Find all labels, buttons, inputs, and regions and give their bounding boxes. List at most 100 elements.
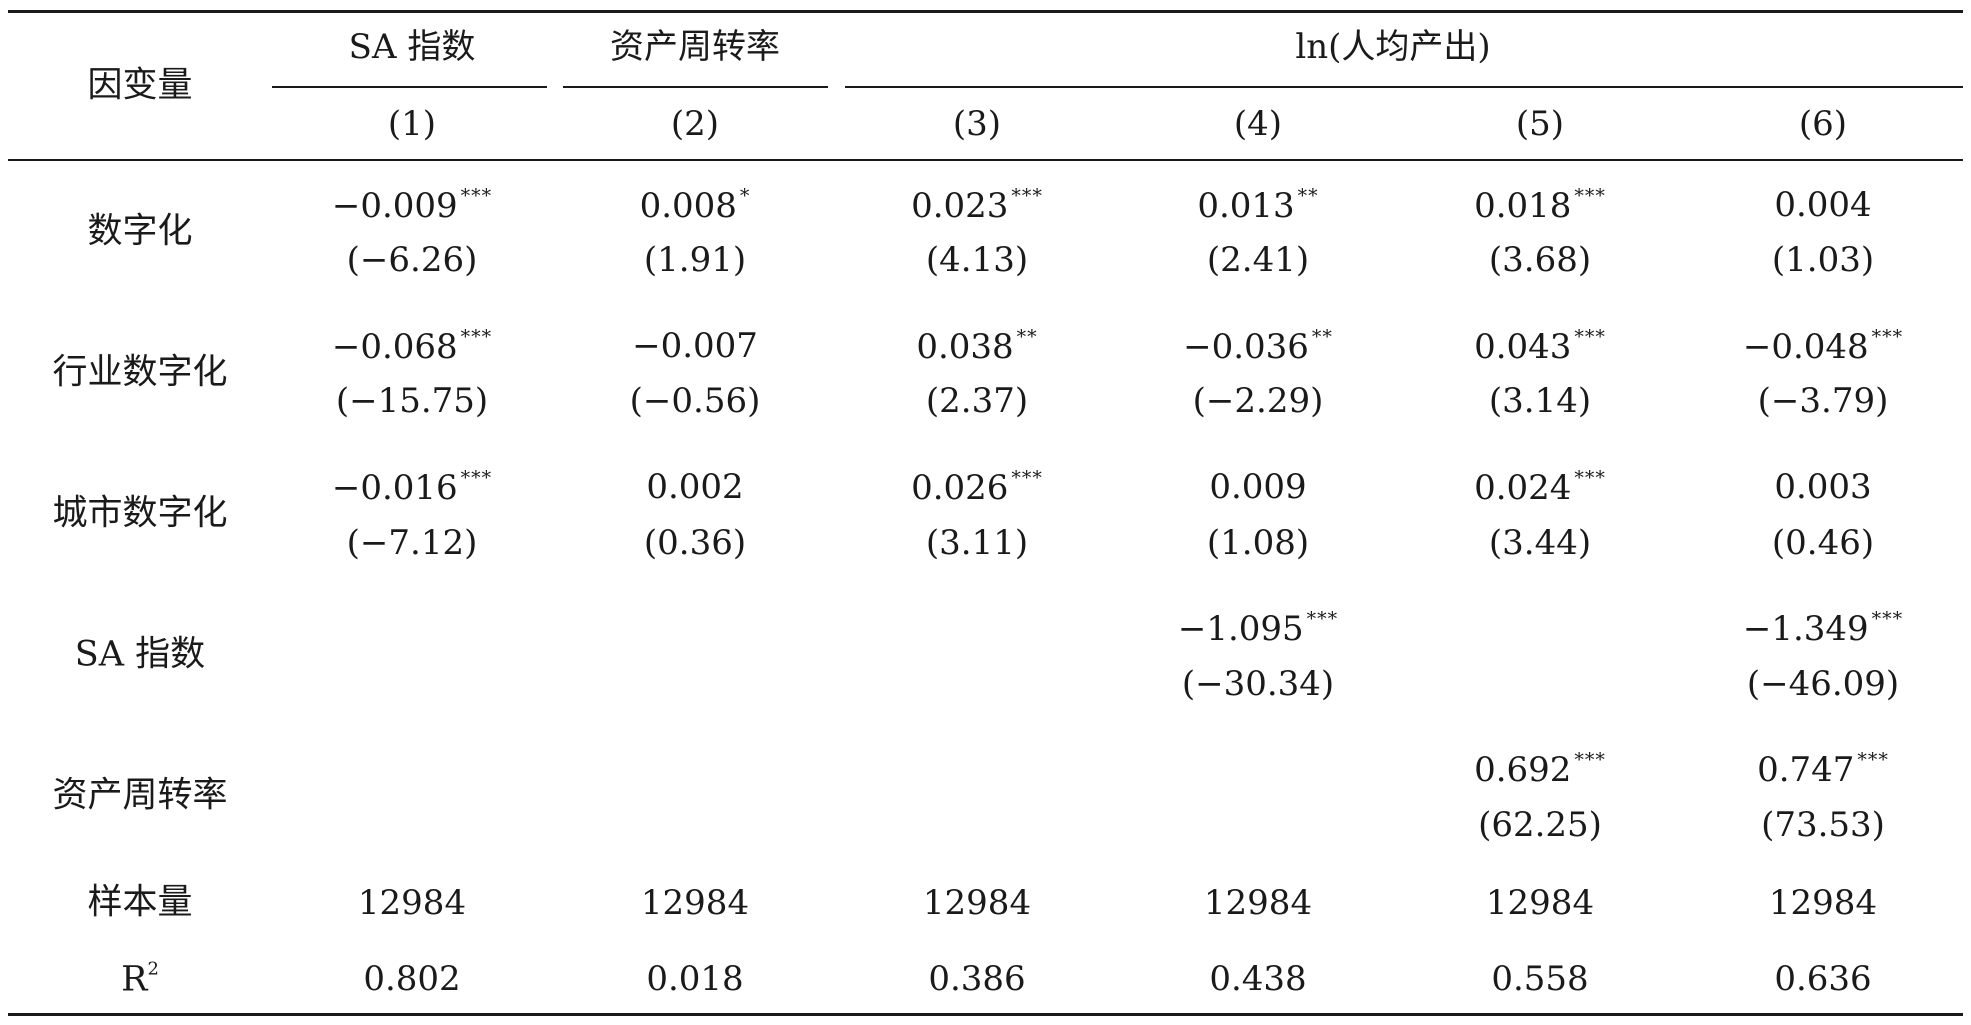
coefficient-value: 0.692 xyxy=(1474,750,1572,790)
coefficient-cell: −0.048 *** xyxy=(1743,326,1904,365)
significance-stars: *** xyxy=(1871,326,1904,348)
column-number: (3) xyxy=(952,104,1002,144)
stat-value: 12984 xyxy=(922,883,1032,923)
coefficient-value: −0.068 xyxy=(331,327,458,367)
dep-var-label: 因变量 xyxy=(87,65,193,106)
t-statistic: (1.03) xyxy=(1771,240,1875,280)
column-number: (6) xyxy=(1798,104,1848,144)
significance-stars: *** xyxy=(1011,467,1043,489)
coefficient-value: 0.024 xyxy=(1474,468,1572,508)
coefficient-cell: 0.043 *** xyxy=(1474,326,1606,367)
group-label-output-per-capita: ln(人均产出) xyxy=(1295,27,1491,67)
stat-label: 样本量 xyxy=(87,882,193,923)
group-label-asset-turnover: 资产周转率 xyxy=(610,27,780,67)
coefficient-cell: −0.007 xyxy=(632,329,758,363)
stat-value: 0.438 xyxy=(1209,959,1307,999)
t-statistic: (2.41) xyxy=(1206,240,1310,280)
stat-label: R2 xyxy=(121,959,159,1000)
coefficient-value: −0.009 xyxy=(331,186,458,226)
group-underline-sa xyxy=(272,86,547,88)
coefficient-value: 0.004 xyxy=(1774,185,1872,225)
significance-stars: *** xyxy=(1011,185,1043,207)
coefficient-value: −0.036 xyxy=(1183,327,1309,367)
significance-stars: *** xyxy=(1574,326,1606,348)
coefficient-cell: 0.013 ** xyxy=(1197,185,1319,226)
group-underline-turnover xyxy=(563,86,828,88)
coefficient-value: −0.007 xyxy=(632,326,758,366)
coefficient-value: −1.095 xyxy=(1177,609,1304,649)
significance-stars: *** xyxy=(1306,608,1339,630)
stat-value: 0.802 xyxy=(363,959,461,999)
coefficient-cell: 0.018 *** xyxy=(1474,186,1606,226)
column-number: (4) xyxy=(1233,104,1283,144)
column-number: (5) xyxy=(1515,104,1565,144)
coefficient-value: 0.009 xyxy=(1209,467,1307,507)
coefficient-cell: 0.692 *** xyxy=(1474,749,1606,790)
coefficient-cell: −1.349 *** xyxy=(1742,608,1904,649)
row-label: 行业数字化 xyxy=(52,352,228,393)
coefficient-cell: 0.024 *** xyxy=(1474,467,1606,508)
t-statistic: (1.08) xyxy=(1206,523,1310,563)
coefficient-value: 0.018 xyxy=(1474,186,1572,226)
coefficient-value: 0.003 xyxy=(1774,467,1872,507)
t-statistic: (3.68) xyxy=(1488,240,1592,280)
t-statistic: (−3.79) xyxy=(1757,381,1889,421)
coefficient-cell: 0.009 xyxy=(1209,470,1306,504)
top-rule xyxy=(8,10,1963,13)
coefficient-cell: −0.068 *** xyxy=(331,327,492,367)
significance-stars: * xyxy=(739,185,751,207)
t-statistic: (−6.26) xyxy=(346,240,478,280)
coefficient-cell: 0.002 xyxy=(646,470,743,504)
stat-label-text: R xyxy=(121,959,148,1000)
t-statistic: (0.46) xyxy=(1771,523,1875,563)
coefficient-value: 0.002 xyxy=(646,467,744,507)
coefficient-value: 0.026 xyxy=(911,468,1009,508)
t-statistic: (−15.75) xyxy=(335,381,489,421)
coefficient-cell: −0.036 ** xyxy=(1183,327,1333,367)
t-statistic: (73.53) xyxy=(1761,805,1885,845)
coefficient-cell: 0.747 *** xyxy=(1757,749,1889,788)
t-statistic: (3.11) xyxy=(925,523,1029,563)
t-statistic: (1.91) xyxy=(643,240,747,280)
coefficient-cell: −0.016 *** xyxy=(331,468,492,508)
coefficient-cell: 0.026 *** xyxy=(911,467,1043,508)
coefficient-cell: −0.009 *** xyxy=(331,185,493,226)
stat-label-text: 样本量 xyxy=(87,882,193,923)
stat-value: 12984 xyxy=(1485,883,1595,923)
coefficient-value: 0.023 xyxy=(911,186,1009,226)
row-label: SA 指数 xyxy=(74,634,206,675)
header-bottom-rule xyxy=(8,159,1963,161)
significance-stars: ** xyxy=(1016,326,1038,348)
significance-stars: *** xyxy=(1574,467,1606,489)
coefficient-cell: 0.023 *** xyxy=(911,185,1043,226)
coefficient-value: 0.008 xyxy=(639,186,737,226)
t-statistic: (3.14) xyxy=(1488,381,1592,421)
significance-stars: *** xyxy=(1574,749,1606,771)
significance-stars: *** xyxy=(1857,749,1889,771)
t-statistic: (−46.09) xyxy=(1746,664,1900,704)
t-statistic: (−2.29) xyxy=(1192,381,1324,421)
coefficient-value: −1.349 xyxy=(1742,609,1869,649)
t-statistic: (−0.56) xyxy=(629,381,761,421)
stat-value: 12984 xyxy=(1203,883,1313,923)
coefficient-cell: −1.095 *** xyxy=(1177,608,1339,649)
coefficient-cell: 0.038 ** xyxy=(916,326,1038,365)
coefficient-cell: 0.004 xyxy=(1774,188,1871,222)
significance-stars: ** xyxy=(1297,185,1319,207)
stat-value: 12984 xyxy=(357,883,467,923)
t-statistic: (4.13) xyxy=(925,240,1029,280)
group-label-sa-index: SA 指数 xyxy=(348,27,476,67)
row-label: 数字化 xyxy=(87,211,193,252)
coefficient-value: −0.016 xyxy=(331,468,458,508)
group-underline-output xyxy=(845,86,1963,88)
significance-stars: *** xyxy=(1871,608,1904,630)
column-number: (2) xyxy=(670,104,720,144)
row-label: 资产周转率 xyxy=(52,775,228,816)
coefficient-value: 0.013 xyxy=(1197,186,1295,226)
coefficient-cell: 0.003 xyxy=(1774,470,1871,504)
t-statistic: (0.36) xyxy=(643,523,747,563)
significance-stars: *** xyxy=(460,185,493,207)
t-statistic: (2.37) xyxy=(925,381,1029,421)
coefficient-value: 0.043 xyxy=(1474,327,1572,367)
coefficient-cell: 0.008 * xyxy=(639,185,751,226)
